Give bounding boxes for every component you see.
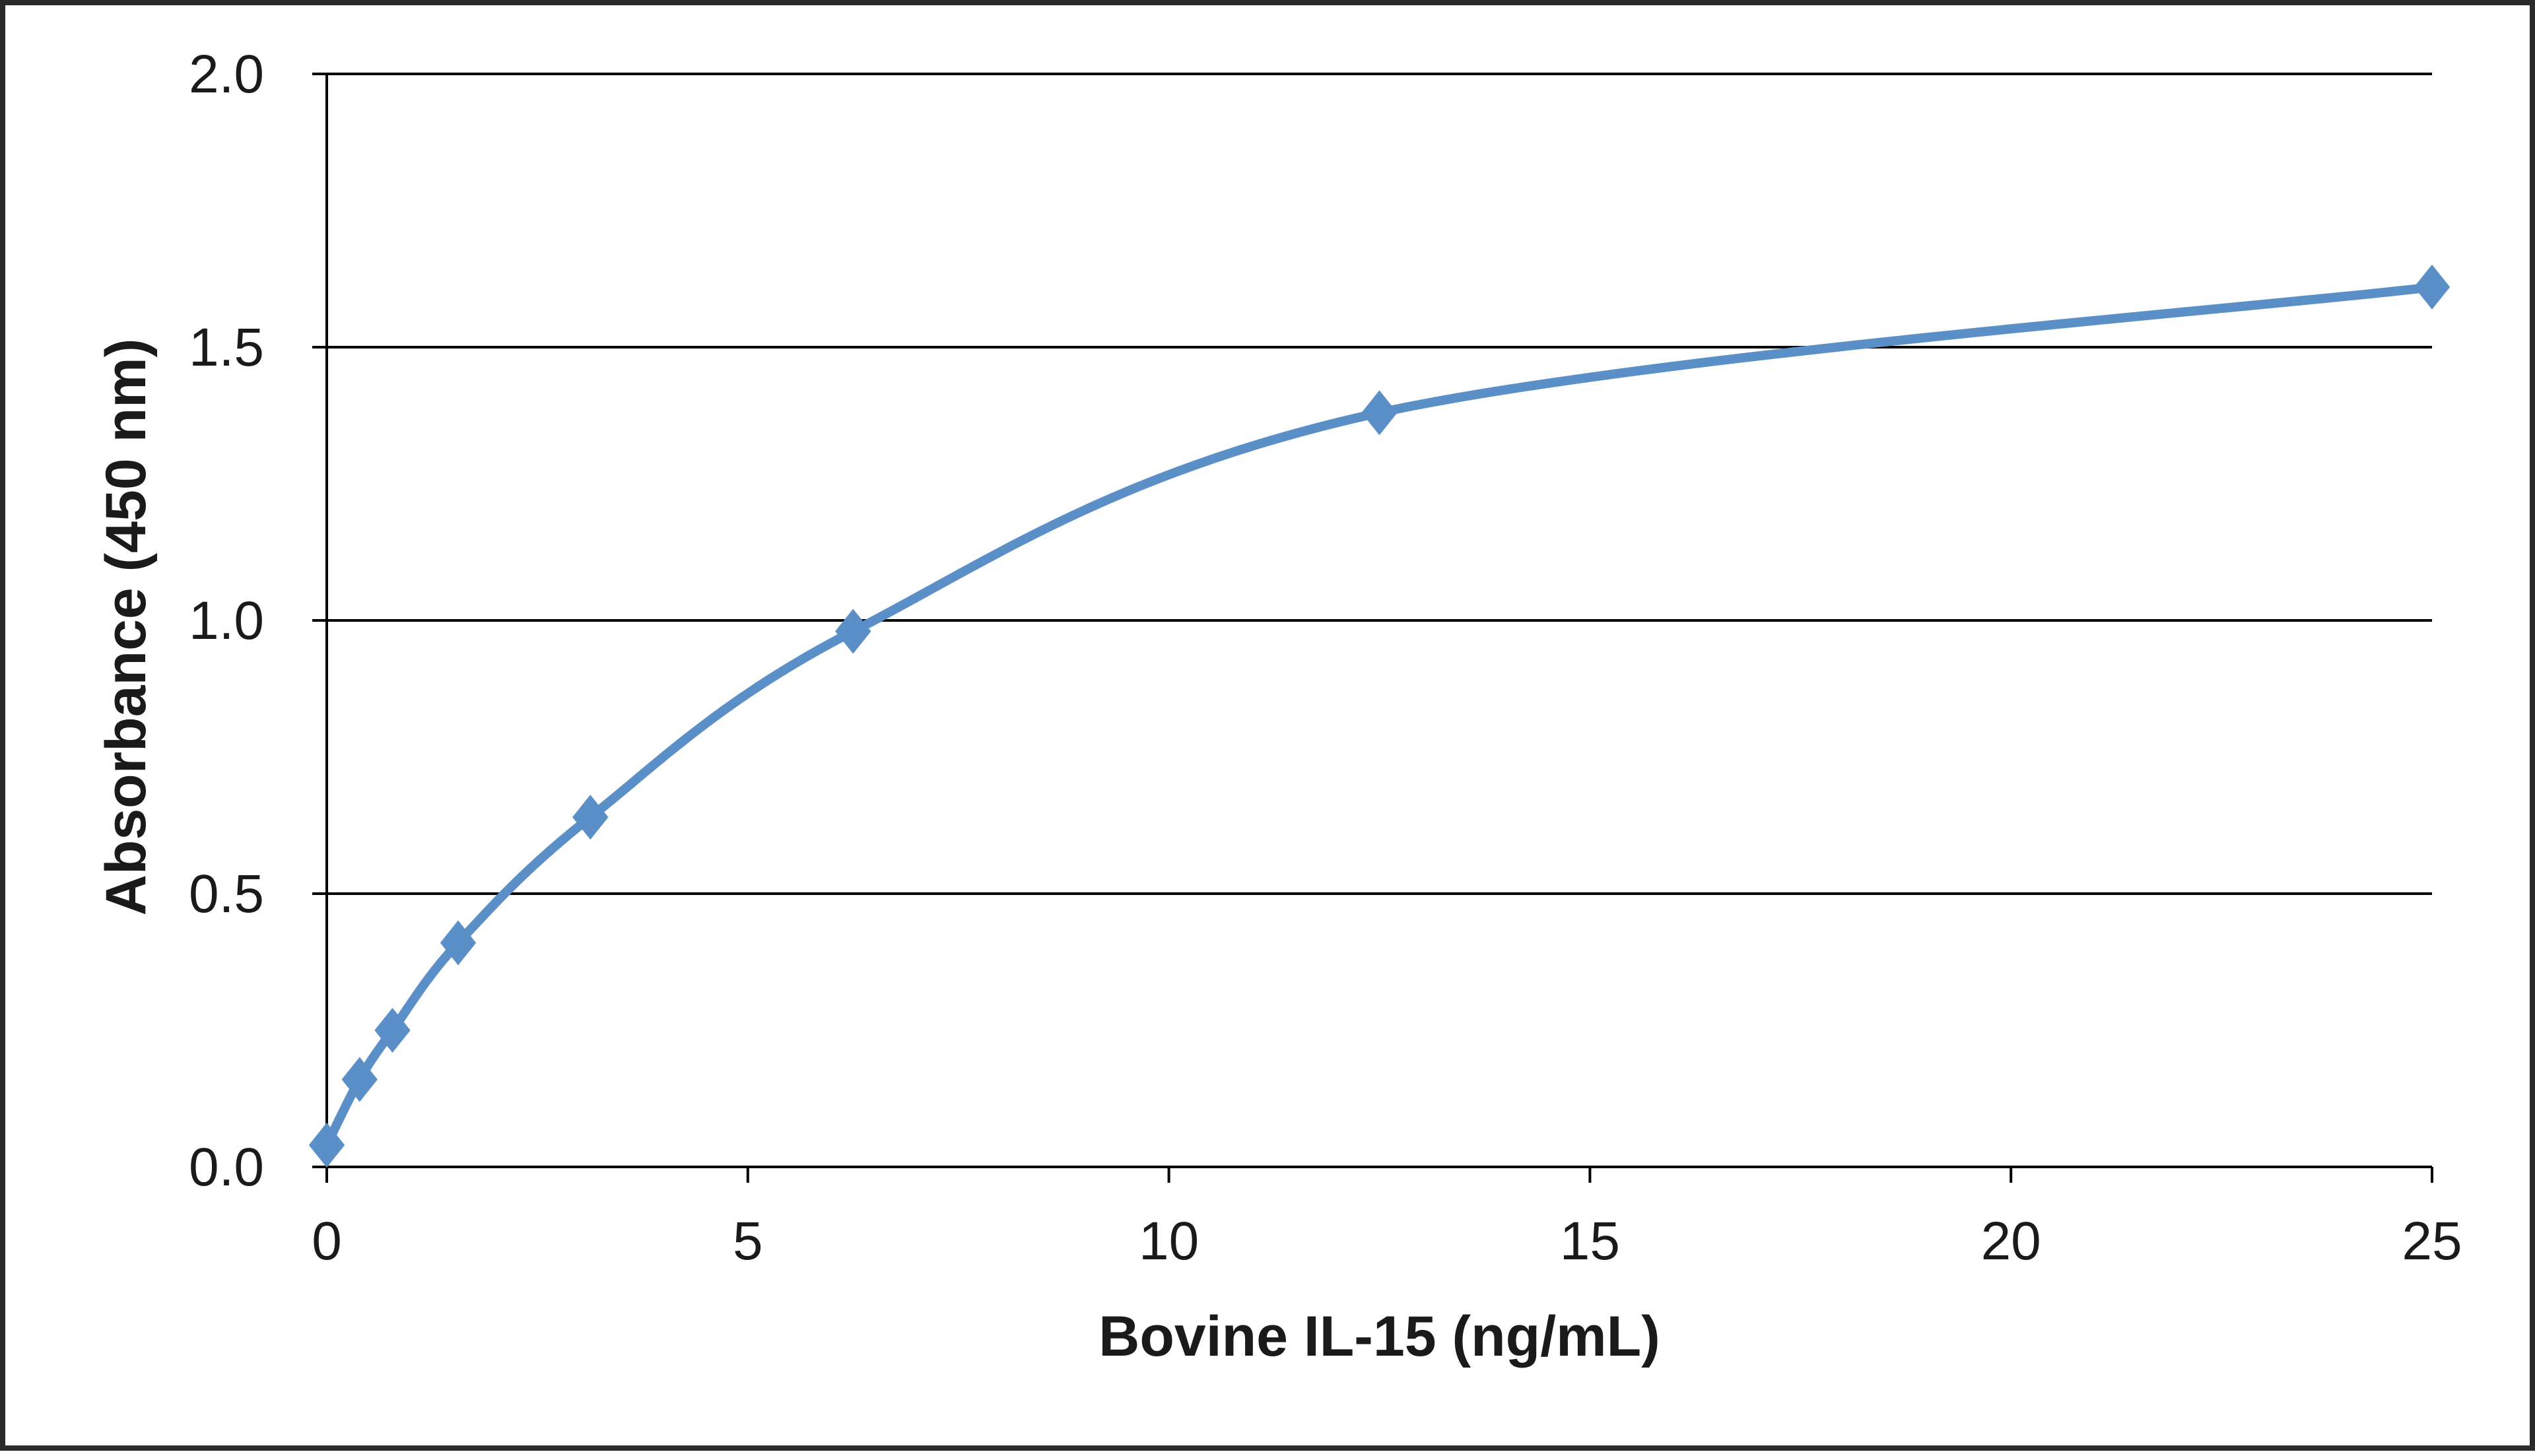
x-tick-label: 0 (312, 1211, 342, 1271)
chart-canvas: 0.0 0.5 1.0 1.5 2.0 0 5 10 15 20 25 Bovine IL-15 (… (94, 44, 2462, 1368)
y-tick-label: 2.0 (189, 44, 264, 104)
x-tick-label: 10 (1139, 1211, 1199, 1271)
y-tick-label: 0.5 (189, 864, 264, 924)
axes (312, 73, 2433, 1183)
data-point-marker (341, 1057, 378, 1102)
x-tick-label: 20 (1981, 1211, 2041, 1271)
data-point-marker (440, 920, 477, 966)
x-axis-title: Bovine IL-15 (ng/mL) (1098, 1305, 1660, 1368)
y-tick-label: 1.0 (189, 591, 264, 651)
data-point-marker (308, 1122, 345, 1168)
gridlines (327, 73, 2432, 895)
tick-labels: 0.0 0.5 1.0 1.5 2.0 0 5 10 15 20 25 (189, 44, 2462, 1271)
data-point-marker (835, 609, 871, 654)
y-axis-title: Absorbance (450 nm) (94, 339, 158, 916)
data-point-marker (374, 1008, 411, 1053)
x-tick-label: 15 (1560, 1211, 1620, 1271)
series (308, 264, 2450, 1168)
x-tick-label: 5 (733, 1211, 763, 1271)
data-point-marker (572, 795, 609, 840)
y-tick-label: 0.0 (189, 1137, 264, 1197)
data-point-marker (1361, 390, 1398, 436)
y-tick-label: 1.5 (189, 317, 264, 378)
data-point-marker (2414, 264, 2450, 310)
x-tick-label: 25 (2402, 1211, 2462, 1271)
